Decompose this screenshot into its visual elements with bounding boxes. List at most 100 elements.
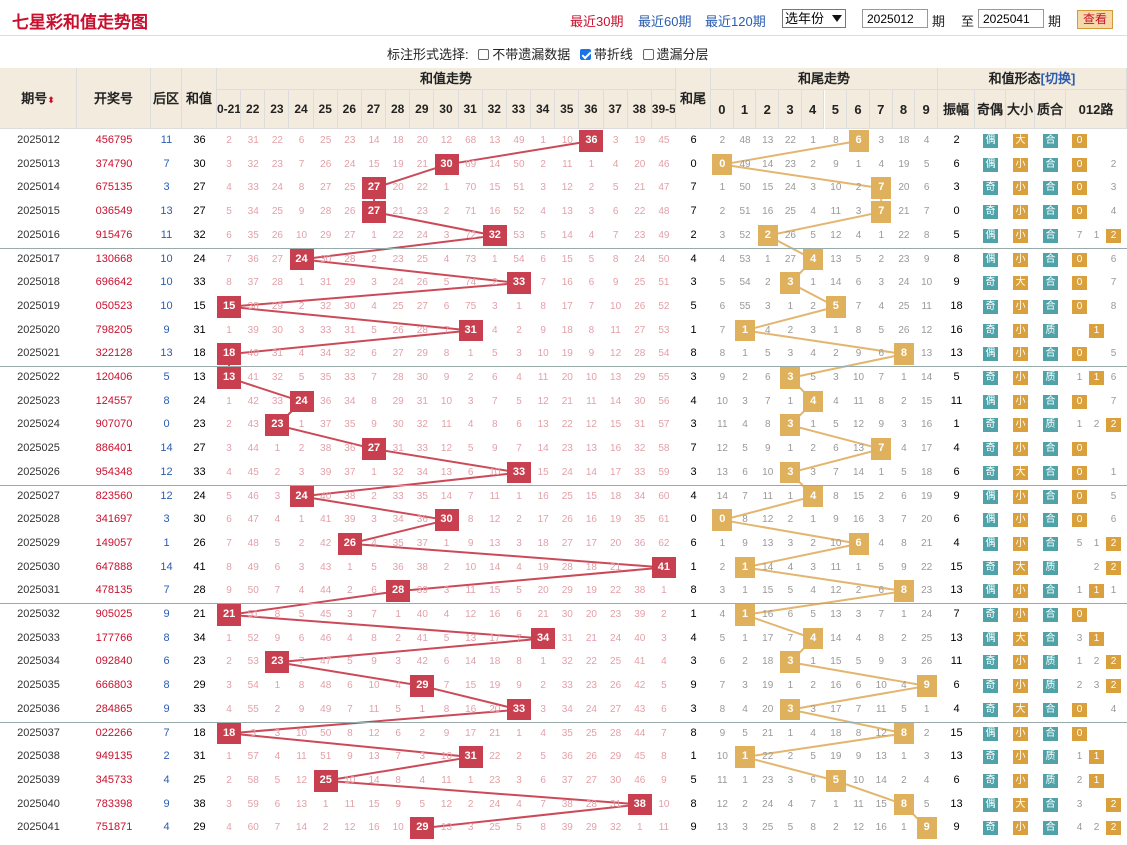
route-tag — [1072, 556, 1087, 570]
switch-link[interactable]: [切换] — [1040, 71, 1076, 86]
sum-miss: 5 — [516, 822, 522, 834]
back-cell: 7 — [163, 584, 170, 597]
draw-number-cell: 022266 — [95, 726, 133, 739]
sum-miss: 26 — [585, 751, 597, 763]
col-header-draw: 开奖号 — [77, 68, 151, 129]
sum-miss: 19 — [585, 585, 597, 597]
sum-miss: 1 — [371, 466, 377, 478]
tail-miss: 5 — [719, 277, 726, 289]
sum-miss: 40 — [320, 490, 332, 502]
sum-miss: 13 — [465, 632, 477, 644]
sum-miss: 2 — [661, 609, 667, 620]
recent-60-link[interactable]: 最近60期 — [638, 14, 692, 29]
tail-marker: 3 — [780, 461, 801, 484]
tail-miss: 3 — [719, 585, 726, 597]
big-small-cell: 小 — [1006, 674, 1035, 698]
option-checkbox-layered[interactable] — [642, 49, 654, 60]
sum-miss: 3 — [419, 751, 426, 763]
option-checkbox-no-miss[interactable] — [478, 49, 490, 60]
route-012-cell: 1 — [1066, 319, 1127, 343]
tail-miss: 3 — [742, 680, 748, 692]
odd-even-cell: 偶 — [975, 129, 1006, 153]
query-button[interactable]: 查看 — [1077, 10, 1113, 29]
from-period-input[interactable] — [862, 9, 928, 28]
back-cell: 8 — [163, 679, 170, 692]
tail-miss: 13 — [762, 537, 774, 549]
sum-marker: 30 — [434, 153, 459, 176]
tail-miss: 2 — [764, 277, 771, 289]
draw-number-cell: 915476 — [95, 228, 133, 241]
col-header-back: 后区 — [151, 68, 182, 129]
recent-120-link[interactable]: 最近120期 — [705, 14, 766, 29]
route-tag: 0 — [1072, 299, 1087, 314]
tail-miss: 2 — [742, 798, 748, 810]
to-period-input[interactable] — [978, 9, 1044, 28]
sum-miss: 1 — [540, 135, 546, 146]
route-tag: 1 — [1110, 466, 1117, 478]
prime-tag: 合 — [1043, 608, 1058, 622]
sum-miss: 33 — [320, 324, 332, 336]
odd-even-cell: 奇 — [975, 603, 1006, 627]
tail-miss: 4 — [719, 609, 726, 620]
option-label-no-miss[interactable]: 不带遗漏数据 — [492, 47, 571, 62]
tail-miss: 3 — [878, 135, 885, 146]
sum-cell: 33 — [193, 702, 206, 715]
sum-miss: 7 — [467, 490, 474, 502]
prime-composite-cell: 合 — [1035, 461, 1066, 485]
sum-miss: 10 — [610, 300, 622, 312]
option-label-polyline[interactable]: 带折线 — [593, 47, 633, 62]
sum-miss: 25 — [634, 277, 646, 289]
sum-miss: 4 — [274, 751, 281, 763]
route-tag: 5 — [1110, 348, 1117, 360]
back-cell: 11 — [160, 134, 173, 146]
tail-miss: 6 — [719, 300, 726, 312]
tail-bin-header: 1 — [733, 90, 757, 129]
draw-number-cell: 374790 — [95, 157, 133, 170]
tail-miss: 1 — [923, 703, 930, 715]
sum-cell: 36 — [193, 134, 206, 146]
sum-miss: 4 — [395, 680, 401, 692]
sum-miss: 6 — [274, 561, 281, 573]
year-select[interactable]: 选年份 — [782, 9, 846, 28]
sum-miss: 49 — [320, 703, 332, 715]
sum-miss: 7 — [226, 537, 232, 549]
amplitude-cell: 6 — [953, 465, 960, 478]
sort-icon[interactable]: ⬍ — [47, 95, 55, 105]
tail-miss: 2 — [901, 632, 907, 644]
sum-miss: 42 — [320, 537, 332, 549]
sum-cell: 41 — [193, 560, 206, 573]
recent-30-link[interactable]: 最近30期 — [570, 14, 624, 29]
col-header-period[interactable]: 期号⬍ — [0, 68, 77, 129]
sum-miss: 3 — [298, 561, 305, 573]
odd-even-tag: 奇 — [983, 371, 998, 385]
tail-marker: 9 — [916, 675, 937, 697]
sum-miss: 49 — [658, 229, 670, 241]
big-small-cell: 小 — [1006, 295, 1035, 319]
tail-bin-header: 5 — [824, 90, 848, 129]
sum-bin-header: 26 — [337, 90, 362, 129]
sum-miss: 36 — [392, 561, 404, 573]
tail-miss: 1 — [810, 277, 816, 289]
sum-miss: 2 — [226, 135, 232, 146]
tail-miss: 6 — [742, 466, 748, 478]
option-label-layered[interactable]: 遗漏分层 — [656, 47, 709, 62]
sum-miss: 45 — [658, 135, 670, 146]
big-small-cell: 大 — [1006, 627, 1035, 651]
tail-marker: 4 — [803, 390, 824, 413]
tail-miss: 11 — [717, 419, 728, 431]
period-cell: 2025037 — [17, 726, 60, 739]
sum-marker: 13 — [217, 367, 242, 389]
route-tag: 1 — [1089, 773, 1104, 788]
sum-miss: 27 — [561, 537, 573, 549]
sum-cell: 30 — [193, 157, 206, 170]
sum-miss: 32 — [610, 822, 622, 834]
option-checkbox-polyline[interactable] — [579, 49, 591, 60]
sum-miss: 4 — [371, 537, 377, 549]
sum-miss: 5 — [371, 324, 377, 336]
sum-miss: 52 — [658, 300, 670, 312]
sum-miss: 9 — [443, 727, 450, 739]
sum-bin-header: 31 — [458, 90, 483, 129]
tail-miss: 4 — [878, 158, 885, 170]
sum-miss: 10 — [537, 348, 549, 360]
